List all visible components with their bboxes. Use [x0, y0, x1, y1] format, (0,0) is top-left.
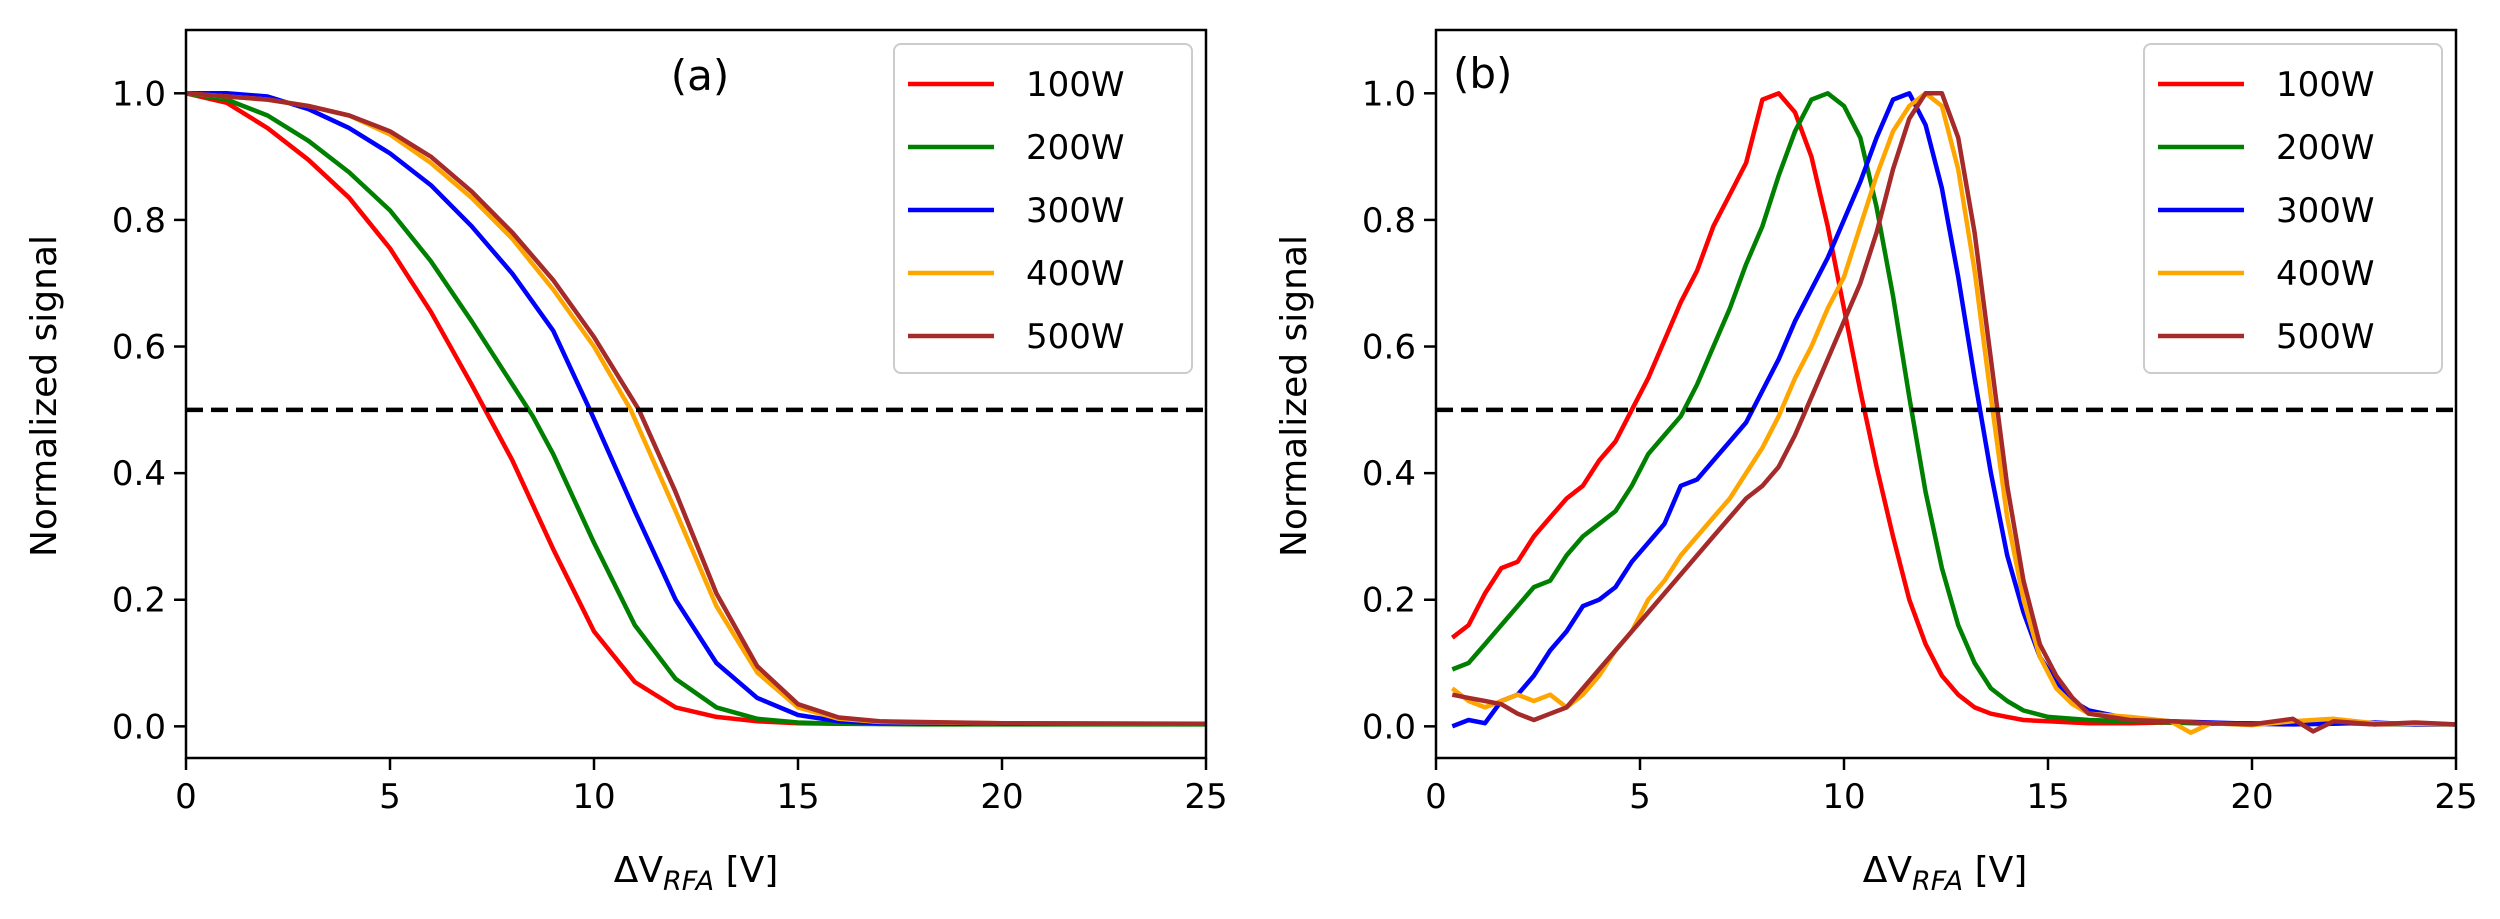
panel-b-x-tick-label: 10: [1822, 777, 1865, 817]
legend-label-500w: 500W: [2276, 317, 2375, 357]
legend-label-300w: 300W: [1026, 191, 1125, 231]
panel-a-series-line-200w: [186, 91, 1206, 727]
panel-b-y-tick-label: 0.8: [1362, 201, 1416, 241]
panel-a-y-tick-label: 0.8: [112, 201, 166, 241]
panel-b-y-axis-label: Normalized signal: [1274, 235, 1315, 557]
panel-b-y-tick-label: 0.0: [1362, 707, 1416, 747]
panel-a: Normalized signal ΔVRFA [V] (a) 0 5 10 15 20…: [24, 28, 1228, 897]
panel-b-y-tick-label: 0.4: [1362, 454, 1416, 494]
panel-a-label: (a): [671, 51, 730, 100]
panel-b-x-tick-label: 15: [2026, 777, 2069, 817]
panel-b-legend: 100W 200W 300W 400W 500W: [2143, 43, 2443, 374]
panel-a-y-axis-label: Normalized signal: [24, 235, 65, 557]
panel-b-label: (b): [1453, 49, 1512, 98]
legend-label-100w: 100W: [1026, 65, 1125, 105]
panel-a-series-line-500w: [186, 91, 1206, 727]
panel-b-x-tick-label: 25: [2434, 777, 2477, 817]
legend-label-500w: 500W: [1026, 317, 1125, 357]
panel-a-x-tick-label: 15: [776, 777, 819, 817]
legend-label-300w: 300W: [2276, 191, 2375, 231]
panel-a-y-tick-label: 0.4: [112, 454, 166, 494]
legend-label-400w: 400W: [1026, 254, 1125, 294]
panel-b-x-axis-label: ΔVRFA [V]: [1863, 850, 2028, 897]
panel-a-x-axis-label: ΔVRFA [V]: [614, 850, 779, 897]
panel-b-y-tick-label: 1.0: [1362, 74, 1416, 114]
panel-a-y-tick-label: 0.6: [112, 328, 166, 368]
panel-a-y-tick-label: 1.0: [112, 74, 166, 114]
panel-a-x-tick-label: 20: [980, 777, 1023, 817]
panel-a-x-tick-label: 5: [379, 777, 401, 817]
panel-b-legend-box: [2143, 43, 2443, 374]
panel-b-x-tick-label: 20: [2230, 777, 2273, 817]
legend-label-200w: 200W: [1026, 128, 1125, 168]
panel-a-y-tick-label: 0.2: [112, 581, 166, 621]
panel-b-y-tick-label: 0.2: [1362, 581, 1416, 621]
legend-label-100w: 100W: [2276, 65, 2375, 105]
panel-b-x-tick-label: 5: [1629, 777, 1651, 817]
panel-b-plot-frame: [1434, 28, 2458, 760]
panel-b-x-tick-label: 0: [1425, 777, 1447, 817]
panel-b-y-tick-label: 0.6: [1362, 328, 1416, 368]
panel-a-plot-frame: [184, 28, 1208, 760]
panel-b: Normalized signal ΔVRFA [V] (b) 0 5 10 15 20…: [1274, 28, 2478, 897]
panel-a-series-line-300w: [186, 91, 1206, 727]
panel-b-series-line-500w: [1451, 91, 2456, 734]
panel-a-legend-box: [893, 43, 1193, 374]
panel-a-x-tick-label: 10: [572, 777, 615, 817]
panel-a-y-tick-label: 0.0: [112, 707, 166, 747]
panel-a-x-tick-label: 25: [1184, 777, 1227, 817]
panel-a-legend: 100W 200W 300W 400W 500W: [893, 43, 1193, 374]
legend-label-400w: 400W: [2276, 254, 2375, 294]
legend-label-200w: 200W: [2276, 128, 2375, 168]
panel-a-x-tick-label: 0: [175, 777, 197, 817]
